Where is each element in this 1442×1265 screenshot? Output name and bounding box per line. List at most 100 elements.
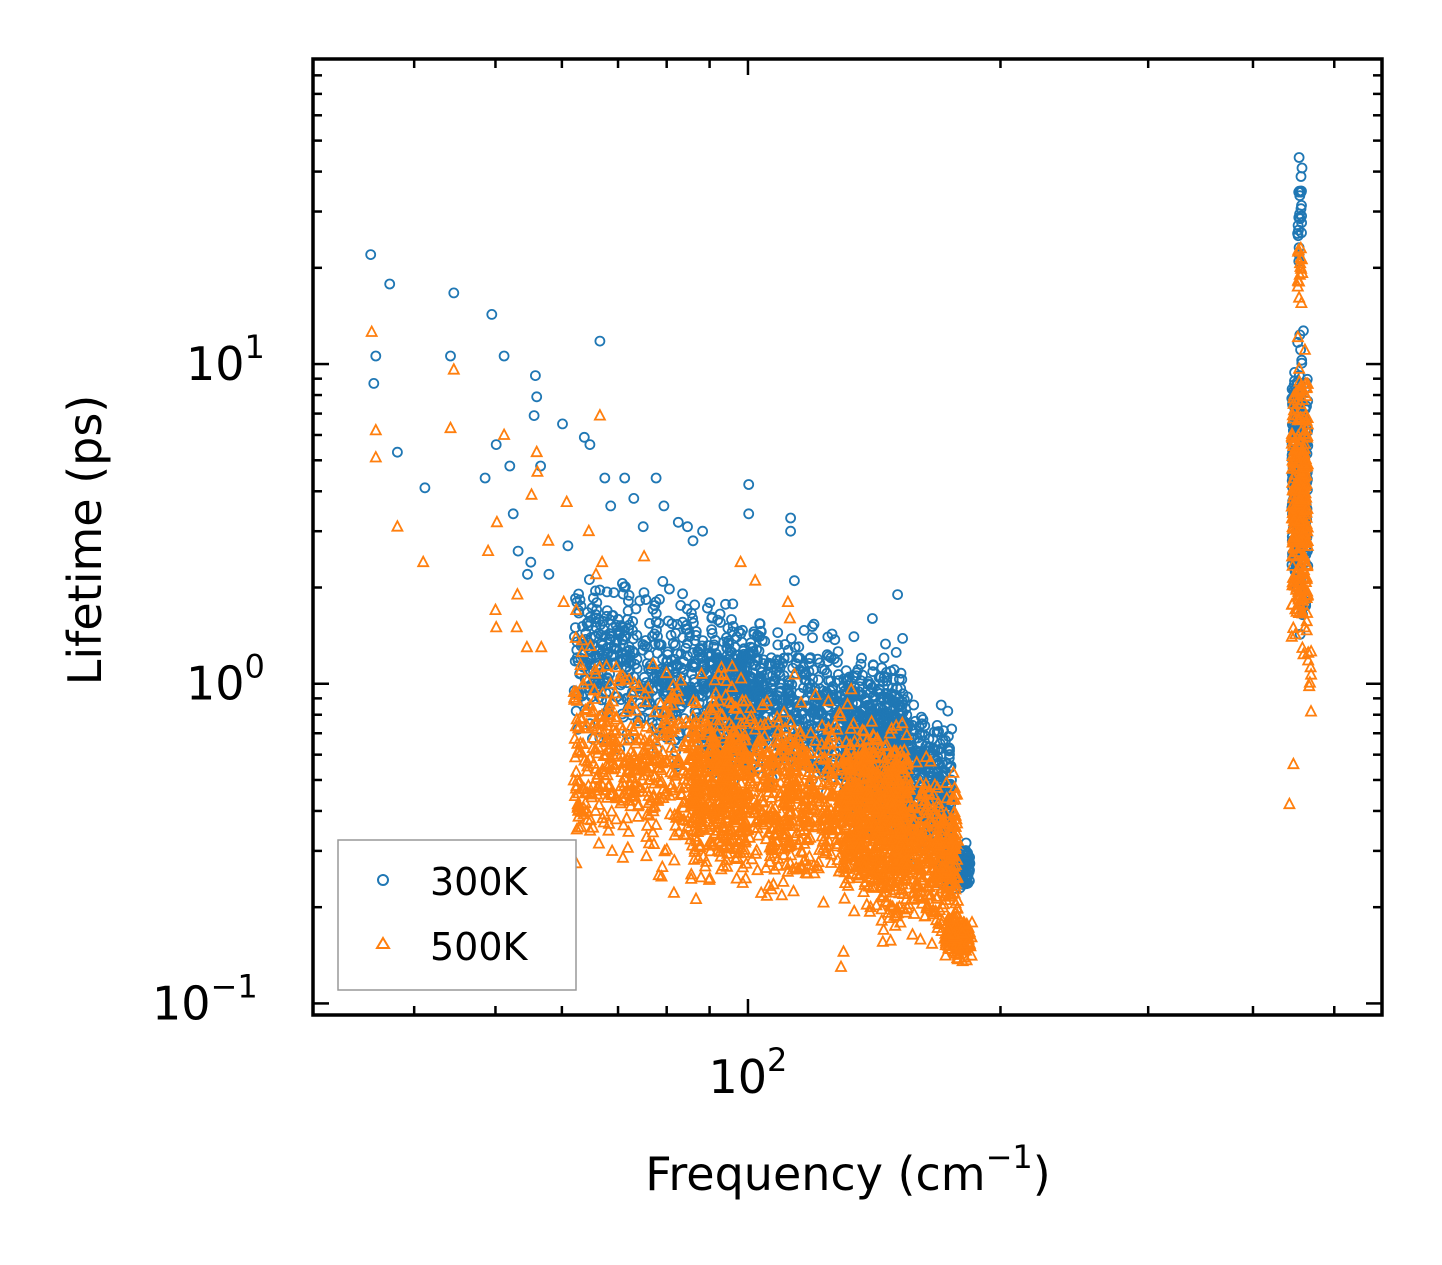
data-point-300k bbox=[832, 646, 844, 657]
data-point-300k bbox=[707, 681, 718, 693]
data-point-300k bbox=[631, 629, 643, 641]
data-point-300k bbox=[708, 658, 719, 669]
data-point-300k bbox=[778, 652, 790, 664]
series-layer bbox=[365, 152, 1318, 972]
data-point-300k bbox=[669, 654, 681, 665]
data-point-300k bbox=[634, 595, 646, 607]
data-point-300k bbox=[687, 612, 698, 624]
data-point-300k bbox=[790, 707, 802, 718]
data-point-300k bbox=[815, 706, 826, 717]
data-point-300k bbox=[706, 624, 717, 635]
data-point-300k bbox=[784, 700, 796, 712]
data-point-300k bbox=[638, 671, 650, 683]
data-point-300k bbox=[793, 641, 805, 653]
data-point-300k bbox=[848, 631, 860, 643]
data-point-300k bbox=[626, 694, 638, 705]
data-point-300k bbox=[786, 633, 797, 644]
data-point-300k bbox=[763, 659, 775, 671]
data-point-300k bbox=[618, 581, 630, 593]
data-point-300k bbox=[686, 607, 697, 619]
data-point-300k bbox=[689, 635, 701, 646]
data-point-300k bbox=[624, 619, 635, 631]
data-point-300k bbox=[789, 641, 801, 653]
data-point-300k bbox=[721, 642, 733, 654]
data-point-300k bbox=[637, 639, 649, 650]
data-point-300k bbox=[650, 596, 662, 608]
data-point-300k bbox=[868, 660, 879, 671]
data-point-300k bbox=[856, 652, 867, 664]
data-point-300k bbox=[654, 708, 665, 720]
data-point-300k bbox=[612, 613, 624, 625]
data-point-300k bbox=[688, 661, 699, 673]
data-point-300k bbox=[657, 576, 669, 587]
data-point-300k bbox=[712, 614, 724, 626]
data-point-300k bbox=[685, 684, 697, 696]
data-point-300k bbox=[693, 649, 705, 661]
data-point-300k bbox=[638, 587, 650, 598]
data-point-300k bbox=[601, 586, 613, 598]
data-point-300k bbox=[829, 634, 841, 646]
data-point-300k bbox=[688, 617, 699, 629]
data-point-300k bbox=[855, 658, 867, 670]
data-point-300k bbox=[706, 628, 718, 639]
data-point-300k bbox=[814, 657, 826, 669]
data-point-300k bbox=[627, 645, 639, 657]
data-point-300k bbox=[885, 665, 897, 677]
data-point-300k bbox=[867, 666, 879, 677]
data-point-300k bbox=[584, 574, 595, 585]
data-point-300k bbox=[743, 684, 755, 696]
data-point-300k bbox=[714, 608, 726, 620]
data-point-300k bbox=[596, 694, 607, 706]
data-point-300k bbox=[778, 670, 790, 682]
data-point-300k bbox=[836, 689, 848, 700]
data-point-300k bbox=[644, 698, 656, 710]
data-point-300k bbox=[726, 614, 737, 625]
data-point-300k bbox=[890, 647, 902, 658]
data-point-300k bbox=[695, 643, 707, 654]
data-point-300k bbox=[690, 630, 702, 641]
data-point-300k bbox=[747, 648, 759, 660]
data-point-300k bbox=[878, 652, 890, 664]
data-point-300k bbox=[792, 652, 803, 664]
data-point-300k bbox=[598, 615, 609, 627]
data-point-300k bbox=[800, 675, 812, 686]
data-point-300k bbox=[737, 624, 748, 636]
data-point-300k bbox=[880, 638, 891, 650]
data-point-300k bbox=[720, 598, 731, 610]
data-point-300k bbox=[832, 656, 843, 668]
data-point-300k bbox=[808, 618, 820, 630]
data-point-300k bbox=[772, 639, 784, 651]
data-point-300k bbox=[798, 625, 810, 636]
data-point-300k bbox=[617, 654, 629, 666]
data-point-300k bbox=[590, 631, 601, 643]
data-point-300k bbox=[600, 630, 611, 641]
data-point-300k bbox=[826, 628, 838, 640]
data-point-300k bbox=[644, 618, 655, 629]
data-point-300k bbox=[651, 647, 663, 659]
data-point-300k bbox=[665, 629, 677, 641]
data-point-300k bbox=[749, 678, 760, 690]
data-point-300k bbox=[748, 628, 760, 640]
data-point-300k bbox=[767, 670, 778, 681]
data-point-300k bbox=[617, 588, 629, 600]
data-point-300k bbox=[581, 617, 593, 629]
data-point-300k bbox=[807, 632, 818, 644]
data-point-300k bbox=[662, 646, 674, 658]
data-point-300k bbox=[897, 633, 908, 644]
data-point-300k bbox=[675, 648, 687, 660]
data-point-300k bbox=[675, 672, 687, 683]
data-point-300k bbox=[677, 588, 688, 600]
data-point-300k bbox=[681, 619, 692, 631]
data-point-300k bbox=[697, 690, 708, 702]
data-point-300k bbox=[779, 639, 791, 650]
data-point-300k bbox=[706, 612, 718, 624]
data-point-300k bbox=[588, 681, 599, 693]
data-point-300k bbox=[828, 693, 840, 705]
data-point-300k bbox=[650, 608, 662, 619]
data-point-300k bbox=[782, 644, 794, 656]
data-point-300k bbox=[709, 634, 721, 646]
data-point-300k bbox=[775, 682, 787, 694]
data-point-300k bbox=[702, 602, 713, 614]
data-point-300k bbox=[666, 618, 678, 630]
data-point-300k bbox=[727, 598, 739, 610]
